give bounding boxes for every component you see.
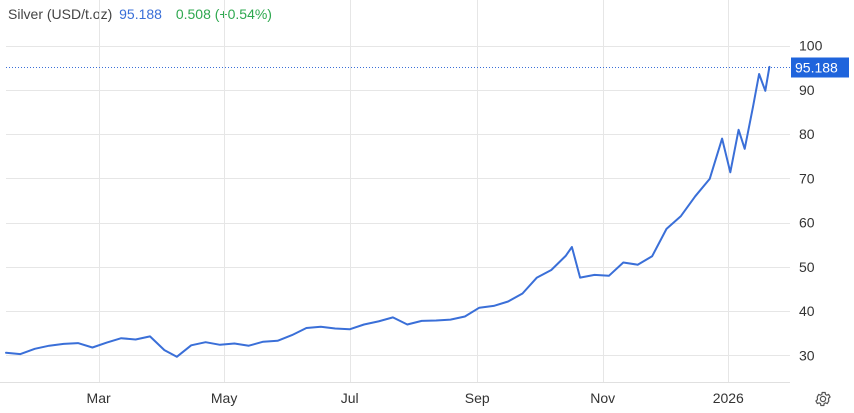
y-tick-label: 80 <box>799 126 815 142</box>
current-price: 95.188 <box>119 6 162 22</box>
y-tick-label: 90 <box>799 82 815 98</box>
y-tick-label: 70 <box>799 170 815 186</box>
x-tick-label: Jul <box>341 390 359 406</box>
last-value-badge <box>791 57 849 78</box>
chart-header: Silver (USD/t.oz) 95.188 0.508 (+0.54%) <box>8 6 272 22</box>
y-tick-label: 50 <box>799 259 815 275</box>
x-tick-label: Nov <box>590 390 615 406</box>
y-tick-label: 30 <box>799 347 815 363</box>
x-tick-label: Mar <box>87 390 111 406</box>
x-tick-label: Sep <box>465 390 490 406</box>
x-tick-label: May <box>211 390 237 406</box>
price-change: 0.508 (+0.54%) <box>175 6 272 22</box>
price-series-line <box>5 65 771 358</box>
last-value-label: 95.188 <box>795 60 838 76</box>
gear-icon[interactable] <box>814 390 832 408</box>
y-tick-label: 100 <box>799 38 823 54</box>
y-tick-label: 60 <box>799 215 815 231</box>
chart-title: Silver (USD/t.oz) <box>8 6 113 22</box>
y-tick-label: 40 <box>799 303 815 319</box>
x-tick-label: 2026 <box>713 390 744 406</box>
